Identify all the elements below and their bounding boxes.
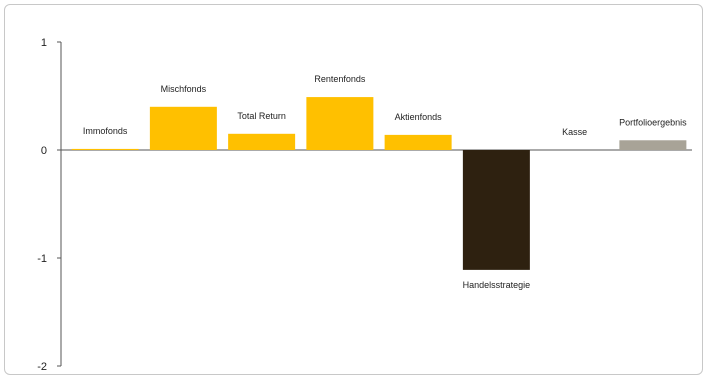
bar-portfolioergebnis	[619, 140, 687, 150]
bar-rentenfonds	[306, 97, 374, 150]
bar-total-return	[228, 133, 296, 150]
bar-immofonds	[71, 148, 139, 150]
y-tick-label: -2	[37, 361, 47, 373]
y-tick-label: 0	[41, 145, 47, 157]
category-label: Portfolioergebnis	[619, 117, 687, 127]
chart-frame	[4, 4, 703, 375]
category-label: Rentenfonds	[314, 74, 366, 84]
category-labels: Immofonds Mischfonds Total Return Rentenfon…	[83, 74, 687, 290]
category-label: Mischfonds	[161, 84, 207, 94]
category-label: Total Return	[237, 111, 286, 121]
category-label: Kasse	[562, 127, 587, 137]
category-label: Handelsstrategie	[463, 280, 531, 290]
bars	[71, 97, 687, 270]
category-label: Aktienfonds	[395, 112, 443, 122]
y-axis: 1 0 -1 -2	[37, 37, 62, 373]
bar-handelsstrategie	[462, 150, 530, 270]
y-tick-label: 1	[41, 37, 47, 49]
y-tick-label: -1	[37, 253, 47, 265]
bar-aktienfonds	[384, 134, 452, 150]
bar-mischfonds	[149, 106, 217, 150]
category-label: Immofonds	[83, 126, 128, 136]
